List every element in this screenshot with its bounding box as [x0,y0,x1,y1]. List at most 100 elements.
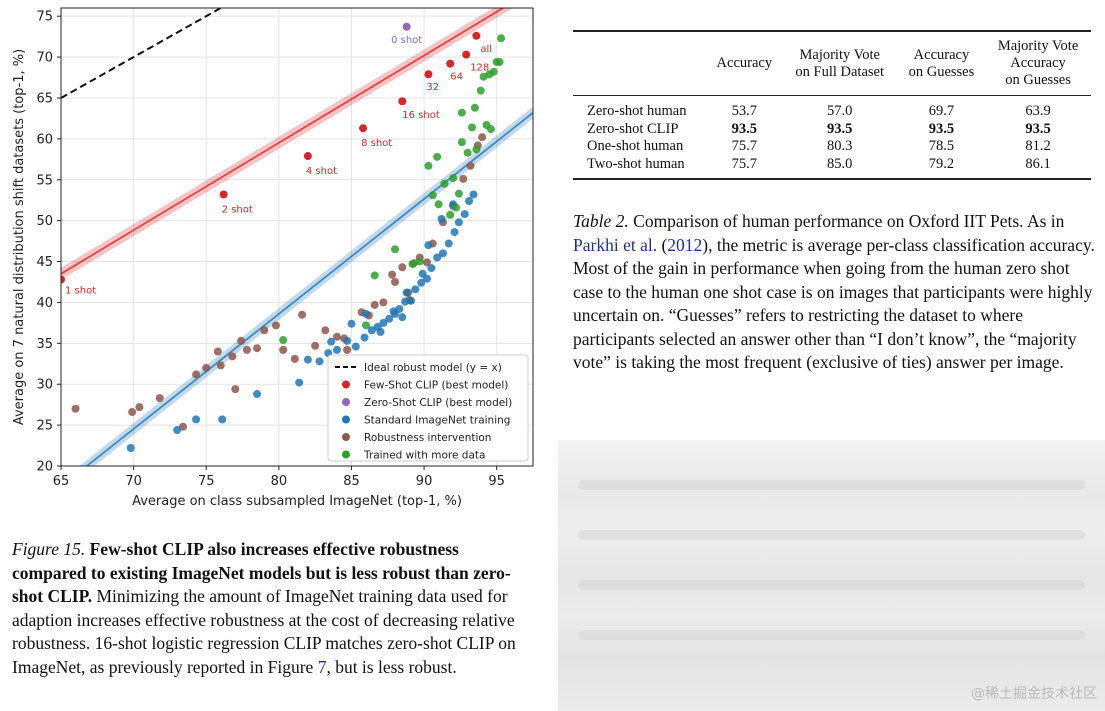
standard-point [327,337,336,346]
legend-zero_shot-swatch [342,398,350,406]
table-cell: 93.5 [827,120,853,137]
y-tick-label: 75 [36,10,53,25]
table-cell: 79.2 [928,155,955,172]
few-shot-point-label: 64 [450,72,463,83]
table-header-line: on Full Dataset [795,63,885,80]
more-data-point [433,152,442,161]
few-shot-point [472,31,481,40]
robustness-point [192,370,201,379]
table-header-cell: Accuracy on Guesses [898,31,985,96]
table-row-label: Zero-shot human [587,103,687,119]
figure-ref-link[interactable]: 7 [317,656,327,677]
table-header-cell: Accuracy [707,31,782,96]
table-cell: 57.0 [827,103,853,119]
standard-point [347,319,356,328]
standard-point [385,314,394,323]
standard-point [438,249,447,258]
robustness-point [466,161,475,170]
few-shot-point-label: 2 shot [222,204,253,215]
robustness-point [379,298,388,307]
human-performance-table: Accuracy Majority Vote on Full Dataset Ac… [573,30,1091,180]
standard-point [295,378,304,387]
table-cell: 93.5 [1025,120,1051,137]
more-data-point [470,103,479,112]
table-cell: 85.0 [827,155,853,172]
more-data-point [361,321,370,330]
robustness-point [459,174,468,183]
citation-year-link[interactable]: 2012 [667,234,703,255]
standard-point [450,228,459,237]
standard-point [433,253,442,262]
robustness-point [155,394,164,403]
more-data-point [476,86,485,95]
y-tick-label: 60 [36,132,53,147]
table-cell: 80.3 [827,138,853,154]
legend-entry-label: Zero-Shot CLIP (best model) [364,397,512,409]
few-shot-point-label: 1 shot [65,286,96,297]
table-caption-text: Comparison of human performance on Oxfor… [633,211,1065,231]
standard-point [126,444,135,453]
standard-point [379,318,388,327]
more-data-point [370,271,379,280]
few-shot-point [446,59,455,68]
more-data-point [428,191,437,200]
legend-entry-label: Standard ImageNet training [364,415,510,427]
standard-point [437,215,446,224]
robustness-point [231,385,240,394]
legend-entry-label: Few-Shot CLIP (best model) [364,380,508,392]
standard-point [361,309,370,318]
table-cell: 63.9 [1025,103,1051,119]
figure-caption-bold: Few-shot CLIP also increases effective r… [12,539,511,606]
x-tick-label: 65 [53,474,70,489]
standard-point [454,218,463,227]
few-shot-point-label: 16 shot [402,110,440,121]
standard-point [407,296,416,305]
y-tick-label: 50 [36,214,53,229]
standard-point [360,333,369,342]
more-data-point [454,189,463,198]
table-header-line: Accuracy [913,46,970,63]
robustness-point [343,345,352,354]
table-cell: 53.7 [731,103,758,119]
legend-robustness-swatch [342,433,350,441]
more-data-point [497,34,506,43]
plot-frame [60,7,534,467]
x-tick-label: 90 [416,474,433,489]
table-cell: 78.5 [928,138,955,154]
table-row: Zero-shot CLIP 93.5 93.5 93.5 93.5 [573,121,1091,139]
more-data-point [457,108,466,117]
standard-point [418,269,427,278]
more-data-point [446,210,455,219]
more-data-point [434,200,443,209]
few-shot-fit-line [61,8,505,275]
few-shot-point-label: 32 [426,82,439,93]
robustness-point [271,321,280,330]
table-cell: 93.5 [928,120,955,137]
few-shot-point [398,97,407,106]
few-shot-point [219,190,228,199]
robustness-point [290,354,299,363]
legend-standard-swatch [342,415,350,424]
figure-caption-label: Figure 15. [12,539,86,559]
citation-paren-open: ( [661,234,668,255]
few-shot-point [359,124,368,133]
x-tick-label: 80 [271,474,288,489]
table-cell: 86.1 [1025,155,1051,172]
table-row-label: Two-shot human [587,155,685,172]
standard-point [411,285,420,294]
y-tick-label: 20 [36,460,53,475]
robustness-point [478,133,487,142]
table-header-line: Majority Vote [799,46,880,63]
standard-point [460,210,469,219]
x-tick-label: 70 [125,474,142,489]
table-header-cell: Majority Vote on Full Dataset [782,31,898,96]
more-data-point [449,174,458,183]
few-shot-point-label: 8 shot [361,138,392,149]
table-cell: 93.5 [731,120,758,137]
table-header-line: Accuracy [716,55,773,71]
more-data-point [468,123,477,132]
citation-link[interactable]: Parkhi et al. [573,234,658,255]
y-tick-label: 65 [36,91,53,106]
robustness-point [370,300,379,309]
robustness-point [228,352,237,361]
